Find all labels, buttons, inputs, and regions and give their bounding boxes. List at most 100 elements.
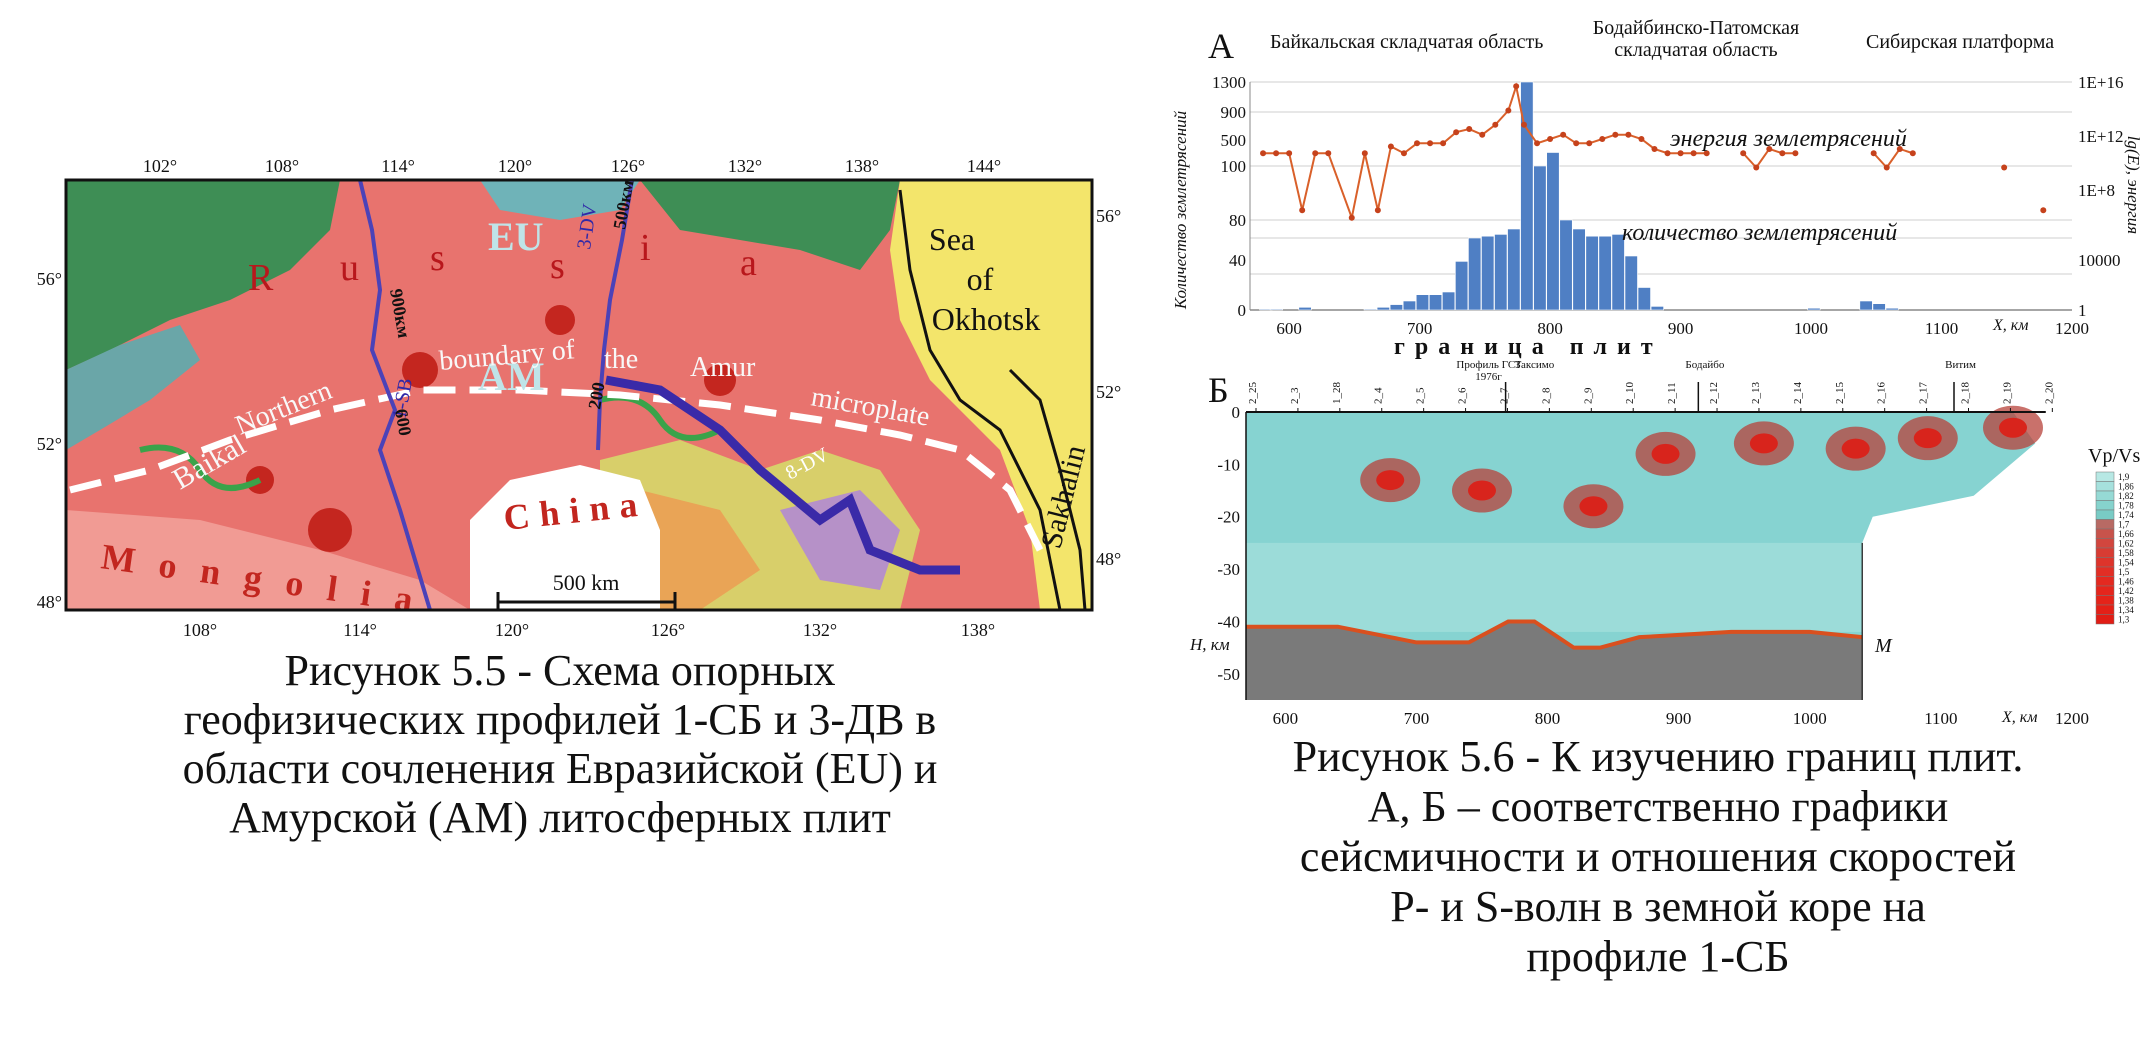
map-profile-8dv bbox=[605, 375, 960, 575]
map-label-russia-i: i bbox=[640, 227, 651, 269]
legend-value: 1,74 bbox=[2118, 510, 2134, 520]
energy-point bbox=[1286, 150, 1293, 157]
y-left-tick: 500 bbox=[1221, 131, 1247, 150]
map-label-boundary-5: Amur bbox=[690, 352, 756, 383]
legend-swatch bbox=[2095, 481, 2115, 492]
station-label: 2_20 bbox=[2043, 382, 2055, 405]
count-bar bbox=[1559, 219, 1573, 311]
map-label-okhotsk: Okhotsk bbox=[932, 301, 1040, 337]
right-caption-line: профиле 1-СБ bbox=[1526, 932, 1790, 981]
station-label: 2_3 bbox=[1289, 387, 1301, 404]
energy-point bbox=[1534, 140, 1541, 147]
vpvs-hotspot-core bbox=[1468, 480, 1496, 501]
count-bar bbox=[1611, 234, 1625, 311]
station-label: 2_5 bbox=[1415, 387, 1427, 404]
count-bar bbox=[1650, 306, 1664, 311]
legend-swatch bbox=[2095, 490, 2115, 501]
left-caption: Рисунок 5.5 - Схема опорных геофизически… bbox=[20, 646, 1100, 842]
energy-point bbox=[1792, 150, 1799, 157]
energy-point bbox=[1703, 150, 1710, 157]
x-tick: 800 bbox=[1535, 709, 1561, 728]
energy-point bbox=[1299, 207, 1306, 214]
count-bar bbox=[1455, 261, 1469, 311]
charts-figure: А Байкальская складчатая область Бодайби… bbox=[1170, 0, 2146, 735]
legend-swatch bbox=[2095, 576, 2115, 587]
legend-swatch bbox=[2095, 500, 2115, 511]
energy-point bbox=[1440, 140, 1447, 147]
top-annotation: Профиль ГСЗ bbox=[1456, 359, 1521, 371]
energy-point bbox=[1638, 136, 1645, 142]
map-region-green-nw bbox=[66, 180, 340, 370]
y-right-tick: 1E+12 bbox=[2078, 127, 2123, 146]
map-patch bbox=[704, 364, 736, 396]
region-header-bodaibo-2: складчатая область bbox=[1614, 39, 1777, 61]
map-lat-left-labels: 56° 52° 48° bbox=[37, 269, 62, 612]
map-frame bbox=[64, 178, 1094, 612]
lon-label-bottom: 132° bbox=[803, 620, 837, 640]
legend-swatch bbox=[2095, 538, 2115, 549]
map-patch bbox=[139, 444, 262, 491]
moho-label: M bbox=[1874, 635, 1893, 657]
energy-point bbox=[1690, 150, 1697, 157]
series-label-energy: энергия землетрясений bbox=[1670, 126, 1907, 152]
right-caption: Рисунок 5.6 - К изучению границ плит. А,… bbox=[1170, 732, 2146, 982]
y-tick: -40 bbox=[1217, 612, 1240, 631]
count-bar bbox=[1442, 291, 1456, 311]
legend-value: 1,5 bbox=[2118, 567, 2130, 577]
legend-swatch bbox=[2095, 595, 2115, 606]
energy-point bbox=[1612, 131, 1619, 138]
count-bar bbox=[1533, 165, 1547, 311]
energy-point bbox=[1312, 150, 1319, 157]
count-bar bbox=[1428, 294, 1443, 311]
energy-point bbox=[1361, 150, 1368, 157]
x-tick: 1100 bbox=[1924, 709, 1957, 728]
energy-point bbox=[1260, 150, 1267, 157]
map-region-teal-n bbox=[480, 180, 640, 220]
y-tick: 0 bbox=[1232, 403, 1241, 422]
panel-a-x-label: X, км bbox=[1992, 317, 2028, 334]
lon-label-bottom: 114° bbox=[343, 620, 377, 640]
lon-label-bottom: 138° bbox=[961, 620, 995, 640]
energy-point bbox=[1374, 207, 1381, 214]
station-label: 2_19 bbox=[2001, 382, 2013, 405]
energy-point bbox=[1348, 214, 1355, 221]
legend-swatch bbox=[2095, 557, 2115, 568]
y-left-tick: 1300 bbox=[1212, 73, 1246, 92]
station-label: 2_7 bbox=[1498, 387, 1510, 404]
map-sea-okhotsk bbox=[890, 180, 1092, 610]
legend-value: 1,46 bbox=[2118, 577, 2134, 587]
map-figure: R u s s i a EU AM Sea of Okhotsk Sakhali… bbox=[0, 150, 1130, 640]
y-left-tick: 100 bbox=[1221, 157, 1247, 176]
map-patch bbox=[545, 305, 575, 335]
legend-value: 1,66 bbox=[2118, 529, 2134, 539]
count-bar bbox=[1376, 306, 1390, 311]
count-bar bbox=[1269, 308, 1283, 311]
legend-value: 1,3 bbox=[2118, 615, 2130, 625]
count-bar bbox=[1402, 300, 1416, 311]
map-label-600: 600 bbox=[391, 407, 415, 437]
map-svg: R u s s i a EU AM Sea of Okhotsk Sakhali… bbox=[37, 156, 1121, 640]
top-annotation: Бодайбо bbox=[1685, 359, 1724, 371]
lon-label-top: 144° bbox=[967, 156, 1001, 176]
panel-a-right-axis-title: lg(E), энергия bbox=[2124, 136, 2143, 235]
x-tick: 900 bbox=[1666, 709, 1692, 728]
energy-point bbox=[1625, 131, 1632, 138]
x-tick: 1100 bbox=[1925, 319, 1958, 338]
count-bar bbox=[1481, 235, 1495, 311]
panel-a-letter: А bbox=[1208, 26, 1234, 66]
count-bar bbox=[1585, 235, 1599, 311]
map-label-russia-u: u bbox=[340, 247, 359, 289]
legend-swatch bbox=[2095, 547, 2115, 558]
plate-boundary-label: граница плит bbox=[1394, 334, 1663, 360]
y-left-tick: 0 bbox=[1238, 301, 1247, 320]
lat-label-right: 56° bbox=[1096, 206, 1121, 226]
energy-point bbox=[1387, 143, 1394, 150]
x-tick: 1000 bbox=[1794, 319, 1828, 338]
map-label-200: 200 bbox=[584, 381, 608, 411]
left-caption-line: геофизических профилей 1-СБ и 3-ДВ в bbox=[183, 695, 937, 744]
station-label: 2_11 bbox=[1666, 382, 1678, 404]
lat-label-left: 56° bbox=[37, 269, 62, 289]
energy-point bbox=[1779, 150, 1786, 157]
y-right-tick: 1 bbox=[2078, 301, 2087, 320]
energy-point bbox=[1560, 131, 1567, 138]
